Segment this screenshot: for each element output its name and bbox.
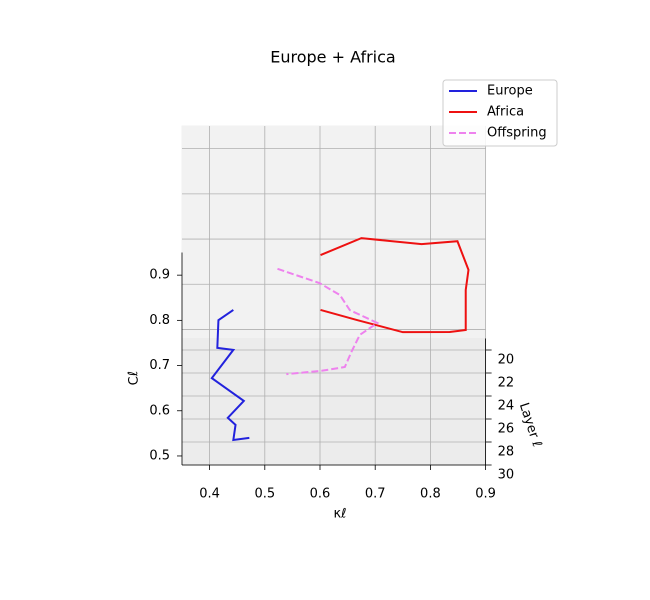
legend-label: Offspring (487, 126, 547, 141)
y-tick-label: 22 (498, 376, 515, 391)
back-pane (181, 125, 487, 339)
z-tick-label: 0.7 (149, 358, 170, 373)
y-tick-label: 30 (498, 468, 515, 483)
x-tick-label: 0.7 (365, 487, 386, 502)
legend-label: Europe (487, 84, 533, 99)
z-axis-label: Cℓ (126, 370, 142, 385)
x-tick-label: 0.5 (254, 487, 275, 502)
x-tick-label: 0.8 (420, 487, 441, 502)
legend-label: Africa (487, 105, 524, 120)
legend: Europe Africa Offspring (442, 79, 558, 147)
y-tick-label: 24 (498, 399, 515, 414)
z-tick-label: 0.6 (149, 403, 170, 418)
x-axis-label: κℓ (333, 507, 346, 522)
x-tick-label: 0.6 (310, 487, 331, 502)
x-tick-label: 0.9 (475, 487, 496, 502)
legend-box (442, 79, 558, 147)
series-line (277, 267, 380, 376)
z-tick-label: 0.5 (149, 448, 170, 463)
chart-title: Europe + Africa (270, 48, 395, 67)
z-tick-label: 0.9 (149, 268, 170, 283)
y-axis-label: Layer ℓ (516, 401, 544, 449)
y-tick-label: 28 (498, 445, 515, 460)
series-line (320, 237, 470, 334)
series-line (210, 309, 250, 442)
z-tick-label: 0.8 (149, 313, 170, 328)
y-tick-label: 26 (498, 422, 515, 437)
y-tick-label: 20 (498, 353, 515, 368)
x-tick-label: 0.4 (199, 487, 220, 502)
